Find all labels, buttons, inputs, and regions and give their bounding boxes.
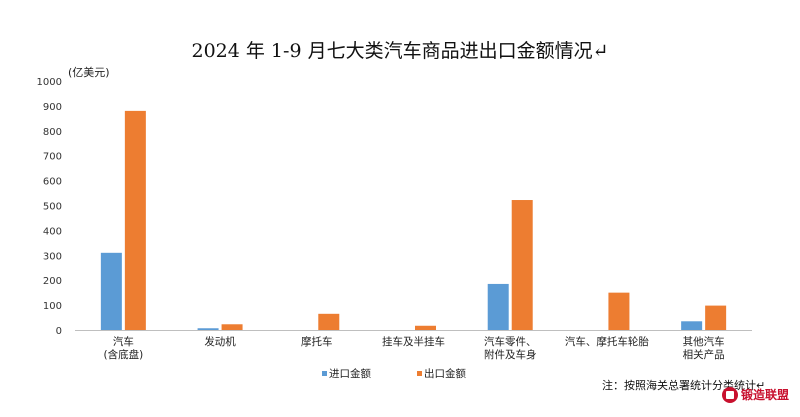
y-tick-label: 700	[43, 152, 62, 163]
bar-export	[318, 313, 340, 330]
x-category-label: 附件及车身	[484, 348, 537, 361]
x-category-label: 挂车及半挂车	[382, 335, 445, 348]
y-tick-label: 200	[43, 276, 62, 287]
x-category-label: 其他汽车	[683, 335, 725, 348]
bar-import	[681, 321, 703, 330]
bar-import	[487, 283, 509, 330]
y-tick-label: 800	[43, 127, 62, 138]
x-category-label: 汽车	[113, 335, 134, 348]
chart-title: 2024 年 1-9 月七大类汽车商品进出口金额情况↵	[191, 40, 609, 62]
watermark-logo-icon	[722, 386, 738, 403]
x-category-label: 汽车零件、	[484, 335, 537, 348]
y-tick-label: 0	[56, 326, 62, 337]
legend-swatch-export	[417, 371, 422, 376]
x-category-label: 发动机	[204, 335, 236, 348]
x-category-label: 汽车、摩托车轮胎	[565, 335, 649, 348]
bar-import	[197, 328, 219, 330]
y-tick-label: 1000	[37, 77, 62, 88]
y-tick-label: 500	[43, 202, 62, 213]
legend-label-import: 进口金额	[329, 367, 371, 380]
y-tick-label: 600	[43, 177, 62, 188]
x-category-label: 相关产品	[683, 348, 725, 361]
bar-export	[705, 305, 727, 330]
bar-export	[511, 200, 533, 330]
bar-import	[100, 252, 122, 330]
bar-export	[124, 110, 146, 330]
bar-export	[415, 325, 436, 330]
watermark-text: 锻造联盟	[741, 388, 790, 402]
y-tick-label: 300	[43, 251, 62, 262]
y-tick-label: 900	[43, 102, 62, 113]
y-tick-label: 400	[43, 226, 62, 237]
x-category-label: (含底盘)	[104, 348, 144, 361]
legend-swatch-import	[322, 371, 327, 376]
y-tick-label: 100	[43, 301, 62, 312]
x-category-label: 摩托车	[301, 335, 333, 348]
bar-export	[221, 324, 243, 330]
watermark-logo: 锻造联盟	[722, 386, 789, 403]
legend-label-export: 出口金额	[424, 367, 466, 380]
bar-export	[608, 292, 630, 330]
y-axis-unit-label: (亿美元)	[68, 66, 110, 79]
